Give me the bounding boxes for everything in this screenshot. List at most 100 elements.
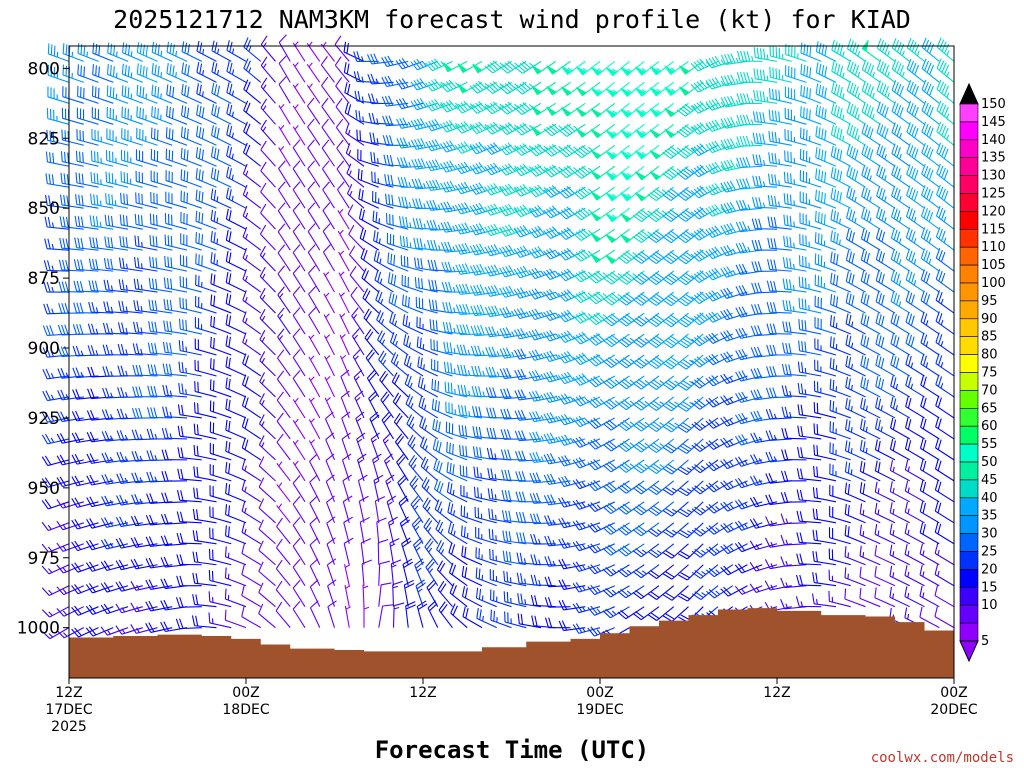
wind-barb [211, 125, 232, 146]
wind-barb [676, 123, 704, 138]
wind-barb [499, 265, 527, 278]
wind-barb [373, 250, 394, 272]
wind-barb [276, 461, 291, 482]
wind-barb [602, 333, 630, 348]
wind-barb [115, 538, 143, 549]
wind-barb [647, 417, 675, 432]
wind-barb [460, 485, 483, 503]
wind-barb [752, 132, 778, 146]
wind-barb [378, 350, 394, 377]
wind-barb [691, 564, 719, 579]
wind-barb [705, 459, 734, 472]
wind-barb [590, 249, 616, 264]
wind-barb [101, 474, 129, 485]
wind-barb [529, 451, 556, 464]
wind-barb [462, 606, 483, 629]
wind-barb [484, 284, 512, 297]
wind-barb [145, 536, 173, 547]
wind-barb [292, 83, 306, 104]
wind-barb [780, 513, 807, 525]
wind-barb [387, 252, 409, 272]
wind-barb [277, 286, 291, 314]
wind-barb [445, 421, 468, 440]
wind-barb [500, 388, 527, 400]
wind-barb [306, 83, 321, 104]
wind-barb [528, 370, 556, 382]
wind-barb [662, 417, 689, 433]
wind-barb [846, 102, 866, 125]
wind-barb [334, 56, 350, 83]
wind-barb [859, 524, 881, 545]
wind-barb [135, 149, 158, 167]
wind-barb [353, 51, 379, 62]
colorbar-label: 95 [981, 294, 998, 309]
wind-barb [499, 347, 527, 359]
wind-barb [322, 202, 335, 230]
wind-barb [350, 286, 365, 314]
wind-barb [782, 342, 807, 356]
wind-barb [874, 439, 896, 461]
wind-barb [797, 446, 822, 461]
wind-barb [71, 410, 99, 422]
wind-barb [77, 85, 99, 104]
wind-barb [196, 83, 217, 104]
wind-barb [649, 60, 675, 76]
wind-barb [560, 102, 586, 117]
wind-barb [242, 248, 262, 272]
wind-barb [459, 464, 483, 482]
wind-barb [450, 603, 468, 629]
wind-barb [488, 508, 512, 524]
wind-barb [705, 183, 733, 196]
wind-barb [308, 418, 321, 440]
wind-barb [116, 473, 143, 485]
wind-barb [473, 466, 497, 482]
wind-barb [906, 164, 925, 188]
wind-barb [392, 580, 403, 607]
wind-barb [309, 537, 321, 565]
colorbar-swatch [959, 175, 979, 194]
wind-barb [45, 151, 70, 167]
wind-barb [406, 414, 424, 440]
wind-barb [632, 417, 660, 432]
wind-barb [814, 274, 837, 293]
wind-barb [796, 510, 822, 524]
wind-barb [41, 543, 70, 553]
wind-barb [705, 438, 734, 451]
wind-barb [277, 328, 291, 356]
wind-barb [86, 409, 114, 421]
wind-barb [133, 321, 158, 335]
colorbar-label: 15 [981, 580, 998, 595]
colorbar-swatch [959, 354, 979, 373]
wind-barb [890, 375, 911, 398]
wind-barb [720, 223, 748, 236]
wind-barb [635, 102, 660, 118]
wind-barb [678, 564, 704, 581]
wind-barb [192, 572, 217, 587]
wind-barb [56, 606, 84, 617]
wind-barb [797, 382, 822, 398]
wind-barb [904, 522, 925, 545]
wind-barb [503, 570, 527, 587]
wind-barb [766, 323, 792, 335]
wind-barb [145, 514, 173, 526]
wind-barb [935, 226, 955, 251]
wind-barb [572, 395, 601, 407]
wind-barb [135, 170, 158, 188]
wind-barb [226, 166, 247, 188]
wind-barb [846, 144, 866, 167]
wind-barb [71, 454, 99, 465]
wind-barb [208, 591, 232, 608]
x-tick-label: 18DEC [222, 702, 269, 718]
wind-barb [798, 255, 822, 272]
wind-barb [151, 63, 173, 83]
wind-barb [133, 256, 158, 272]
wind-barb [936, 121, 955, 146]
wind-barb [56, 476, 84, 488]
wind-barb [517, 613, 542, 629]
wind-barb [798, 297, 822, 314]
wind-barb [461, 586, 483, 608]
wind-barb [781, 385, 807, 398]
wind-barb [102, 322, 129, 335]
wind-barb [513, 122, 542, 136]
wind-barb [59, 194, 84, 209]
